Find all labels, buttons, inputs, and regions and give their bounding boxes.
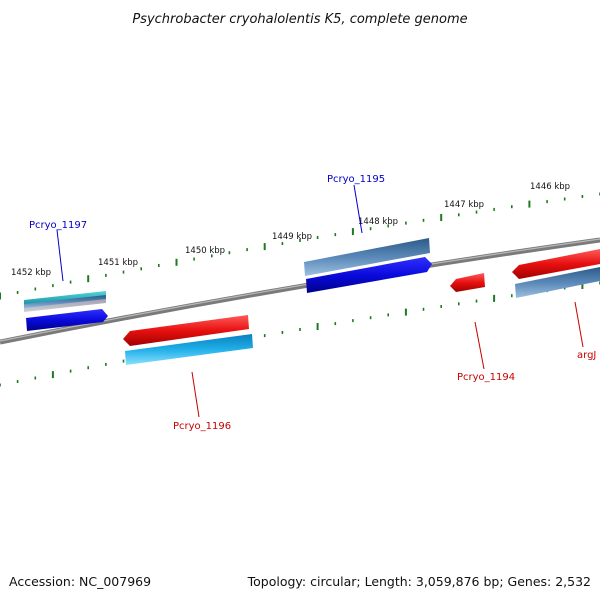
gene-argj-steel-bar: [515, 267, 600, 298]
ruler-label-1448: 1448 kbp: [358, 217, 398, 227]
genome-backbone-highlight: [0, 238, 600, 342]
leader-pcryo-1194: [474, 321, 485, 370]
label-pcryo-1197[interactable]: Pcryo_1197: [29, 220, 87, 231]
leader-pcryo-1197: [56, 229, 64, 282]
gene-pcryo-1195[interactable]: [304, 238, 432, 293]
cds-pcryo-1195-arrow: [306, 257, 432, 293]
leader-pcryo-1195: [353, 184, 363, 234]
leader-pcryo-1196: [191, 371, 200, 418]
gene-pcryo-1195-steel-bar: [304, 238, 430, 276]
leader-argj: [574, 301, 584, 348]
cds-pcryo-1194-arrow: [450, 273, 485, 292]
gene-pcryo-1194[interactable]: [450, 273, 485, 292]
gene-pcryo-1197-teal-bar: [24, 291, 106, 305]
label-pcryo-1194[interactable]: Pcryo_1194: [457, 372, 515, 383]
genome-backbone: [0, 237, 600, 345]
gene-pcryo-1197-grey-bar: [24, 299, 106, 312]
ruler-label-1446: 1446 kbp: [530, 182, 570, 192]
ruler-ticks-upper: [0, 192, 600, 300]
cds-pcryo-1197-arrow: [26, 309, 108, 331]
map-title: Psychrobacter cryohalolentis K5, complet…: [132, 12, 467, 27]
gene-pcryo-1197-steel-bar: [24, 295, 106, 309]
cds-argj-arrow: [512, 249, 600, 279]
label-pcryo-1196[interactable]: Pcryo_1196: [173, 421, 231, 432]
topology-text: Topology: circular; Length: 3,059,876 bp…: [247, 574, 591, 589]
label-argj[interactable]: argJ: [577, 350, 596, 361]
ruler-label-1447: 1447 kbp: [444, 200, 484, 210]
cds-pcryo-1196-arrow: [123, 315, 249, 346]
label-pcryo-1195[interactable]: Pcryo_1195: [327, 174, 385, 185]
gene-pcryo-1196-cyan-bar: [125, 334, 253, 365]
gene-argj[interactable]: [512, 249, 600, 298]
accession-text: Accession: NC_007969: [9, 574, 151, 589]
gene-pcryo-1197[interactable]: [24, 291, 108, 331]
ruler-label-1450: 1450 kbp: [185, 246, 225, 256]
gene-pcryo-1196[interactable]: [123, 315, 253, 365]
ruler-label-1449: 1449 kbp: [272, 232, 312, 242]
ruler-label-1452: 1452 kbp: [11, 268, 51, 278]
ruler-label-1451: 1451 kbp: [98, 258, 138, 268]
